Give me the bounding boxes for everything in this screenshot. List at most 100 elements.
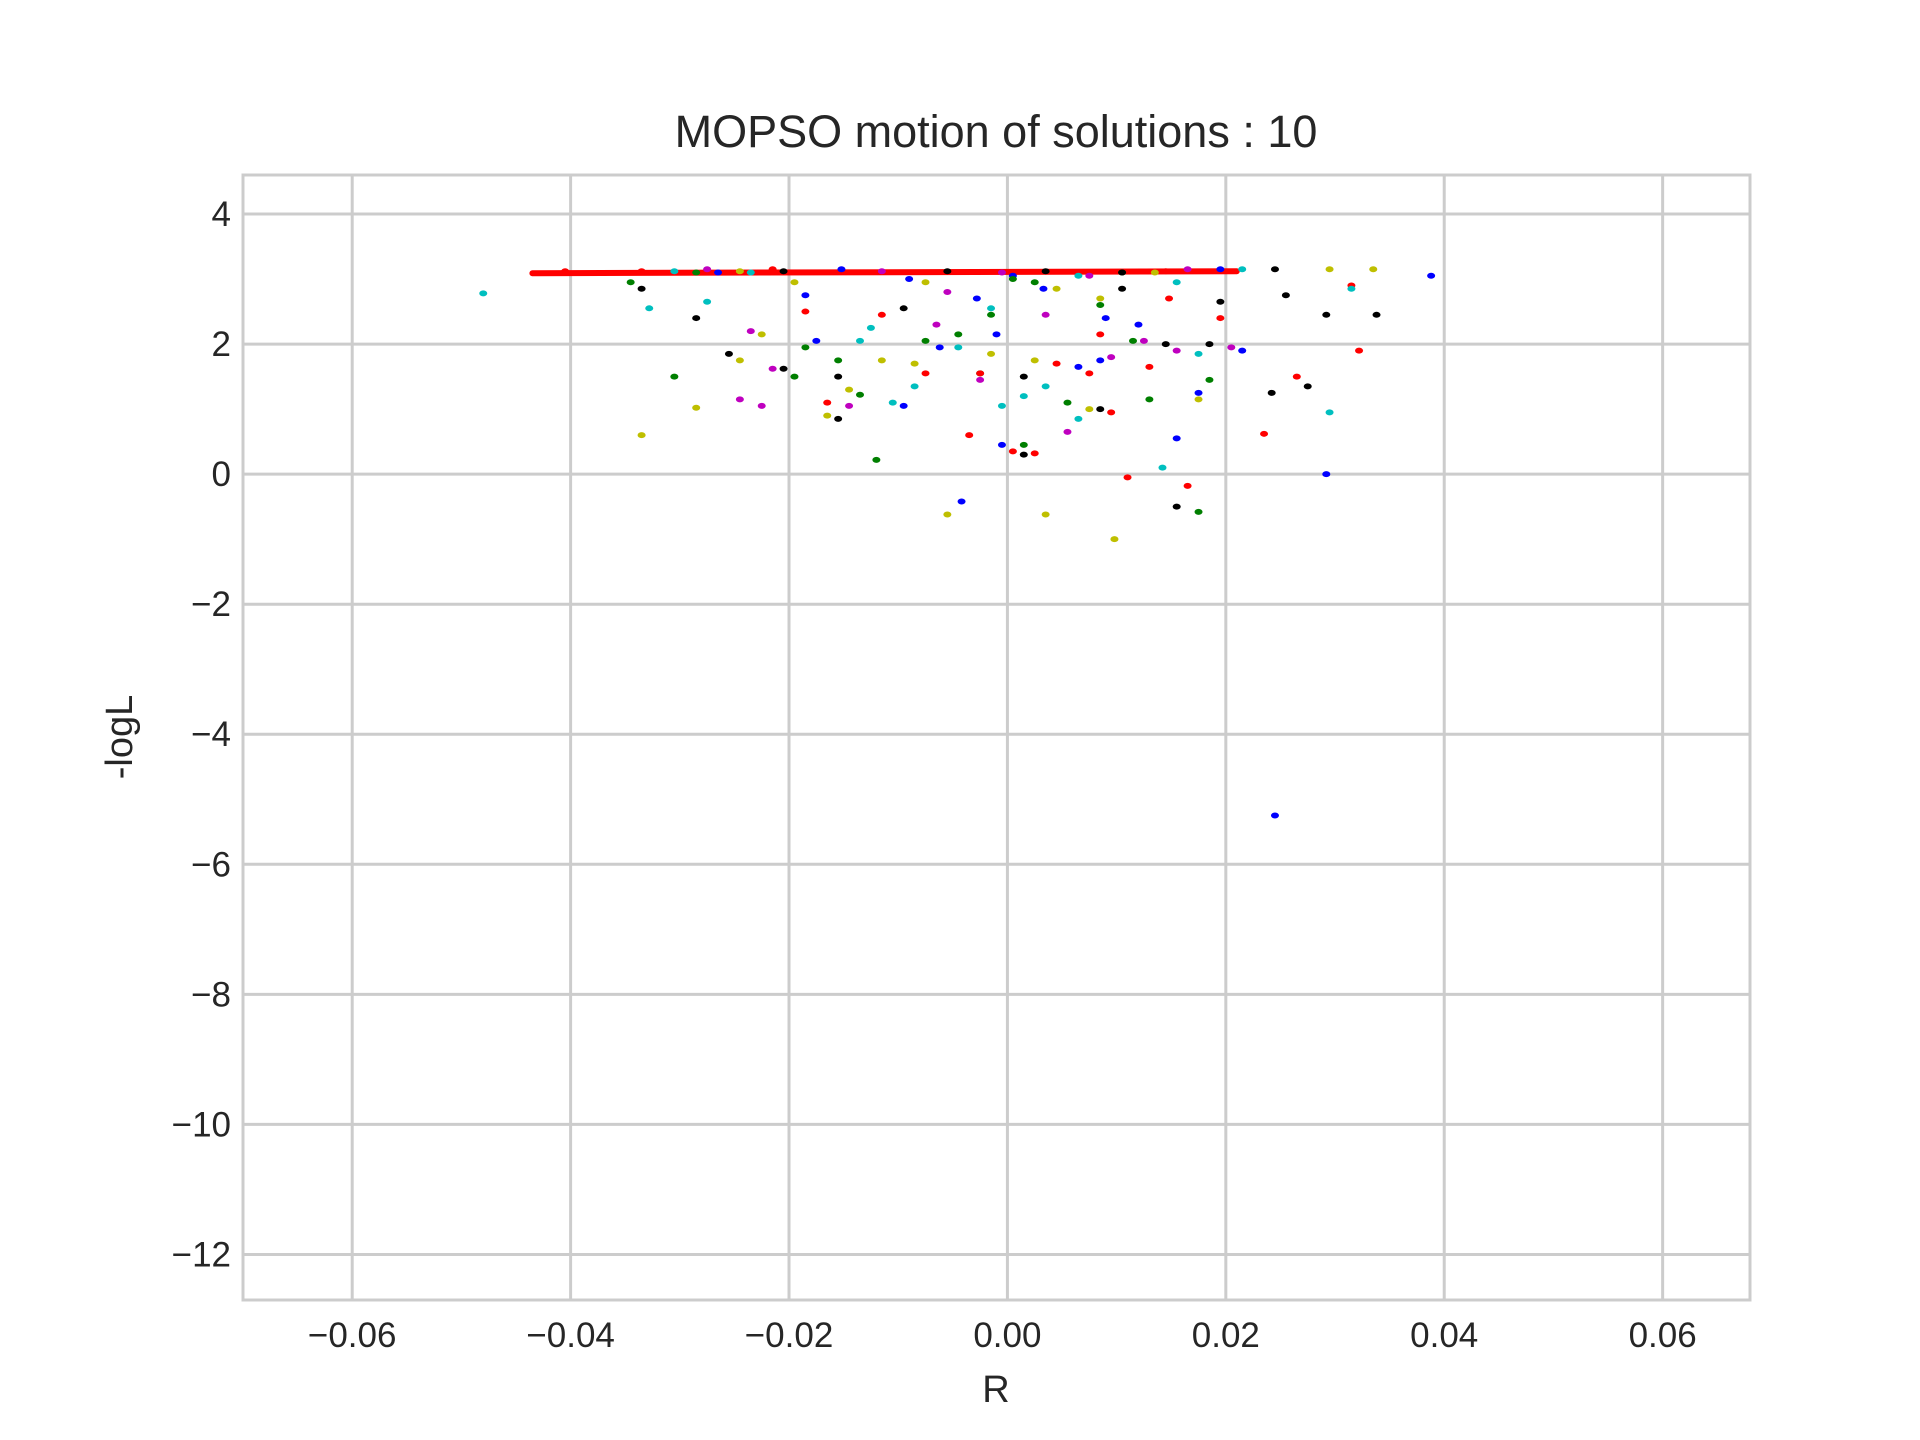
- scatter-point: [823, 412, 832, 419]
- scatter-point: [997, 402, 1006, 409]
- scatter-point: [1325, 409, 1334, 416]
- scatter-point: [735, 396, 744, 403]
- x-tick-label: −0.06: [308, 1316, 397, 1355]
- scatter-point: [479, 290, 488, 297]
- scatter-point: [877, 311, 886, 318]
- y-tick-label: 4: [212, 195, 231, 234]
- scatter-point: [1008, 276, 1017, 283]
- scatter-point: [943, 289, 952, 296]
- scatter-point: [1172, 435, 1181, 442]
- scatter-point: [1008, 448, 1017, 455]
- scatter-point: [976, 370, 985, 377]
- scatter-point: [1427, 272, 1436, 279]
- scatter-point: [637, 285, 646, 292]
- scatter-point: [957, 498, 966, 505]
- y-axis-label: -logL: [99, 695, 141, 780]
- y-tick-label: −10: [172, 1105, 231, 1144]
- scatter-point: [561, 268, 570, 275]
- scatter-point: [965, 432, 974, 439]
- scatter-point: [1347, 285, 1356, 292]
- scatter-point: [1172, 347, 1181, 354]
- scatter-point: [703, 266, 712, 273]
- scatter-point: [972, 295, 981, 302]
- scatter-point: [1019, 451, 1028, 458]
- x-tick-label: −0.04: [526, 1316, 615, 1355]
- scatter-point: [637, 432, 646, 439]
- scatter-point: [692, 315, 701, 322]
- scatter-point: [987, 350, 996, 357]
- scatter-point: [1238, 347, 1247, 354]
- scatter-point: [1041, 511, 1050, 518]
- scatter-point: [746, 328, 755, 335]
- scatter-point: [1074, 363, 1083, 370]
- scatter-point: [1194, 389, 1203, 396]
- scatter-point: [1145, 396, 1154, 403]
- scatter-point: [735, 357, 744, 364]
- scatter-point: [943, 511, 952, 518]
- scatter-point: [1030, 357, 1039, 364]
- scatter-point: [1107, 409, 1116, 416]
- scatter-point: [1292, 373, 1301, 380]
- scatter-point: [1372, 311, 1381, 318]
- scatter-point: [637, 268, 646, 275]
- scatter-point: [872, 456, 881, 463]
- scatter-point: [1322, 471, 1331, 478]
- scatter-point: [670, 373, 679, 380]
- y-tick-label: 2: [212, 325, 231, 364]
- scatter-point: [714, 269, 723, 276]
- scatter-point: [837, 266, 846, 273]
- scatter-point: [987, 305, 996, 312]
- x-tick-label: 0.02: [1192, 1316, 1260, 1355]
- scatter-point: [935, 344, 944, 351]
- scatter-point: [834, 373, 843, 380]
- scatter-point: [845, 402, 854, 409]
- scatter-point: [1123, 474, 1132, 481]
- scatter-point: [1139, 337, 1148, 344]
- scatter-point: [1150, 269, 1159, 276]
- scatter-point: [845, 386, 854, 393]
- scatter-point: [1267, 389, 1276, 396]
- scatter-point: [1096, 302, 1105, 309]
- scatter-point: [943, 268, 952, 275]
- scatter-point: [1134, 321, 1143, 328]
- scatter-point: [626, 279, 635, 286]
- scatter-point: [954, 331, 963, 338]
- scatter-point: [1145, 363, 1154, 370]
- scatter-point: [1161, 268, 1170, 275]
- y-tick-label: −8: [191, 975, 231, 1014]
- scatter-point: [987, 311, 996, 318]
- scatter-point: [645, 305, 654, 312]
- grid: [243, 175, 1750, 1300]
- scatter-point: [1096, 295, 1105, 302]
- scatter-point: [801, 344, 810, 351]
- scatter-point: [1041, 383, 1050, 390]
- scatter-point: [779, 268, 788, 275]
- scatter-point: [866, 324, 875, 331]
- scatter-point: [921, 370, 930, 377]
- scatter-point: [692, 269, 701, 276]
- scatter-point: [1194, 508, 1203, 515]
- scatter-point: [1019, 373, 1028, 380]
- scatter-point: [1041, 311, 1050, 318]
- data-points: [479, 266, 1436, 819]
- scatter-point: [1205, 376, 1214, 383]
- scatter-point: [735, 268, 744, 275]
- scatter-point: [1270, 266, 1279, 273]
- scatter-point: [1183, 482, 1192, 489]
- scatter-point: [1216, 298, 1225, 305]
- scatter-point: [997, 269, 1006, 276]
- scatter-point: [1107, 354, 1116, 361]
- scatter-point: [801, 292, 810, 299]
- scatter-point: [910, 383, 919, 390]
- scatter-point: [899, 402, 908, 409]
- scatter-point: [1355, 347, 1364, 354]
- scatter-point: [910, 360, 919, 367]
- scatter-point: [905, 276, 914, 283]
- x-tick-label: 0.00: [973, 1316, 1041, 1355]
- scatter-point: [1165, 295, 1174, 302]
- scatter-point: [1194, 350, 1203, 357]
- scatter-point: [921, 279, 930, 286]
- chart-title: MOPSO motion of solutions : 10: [675, 106, 1318, 157]
- scatter-point: [1183, 266, 1192, 273]
